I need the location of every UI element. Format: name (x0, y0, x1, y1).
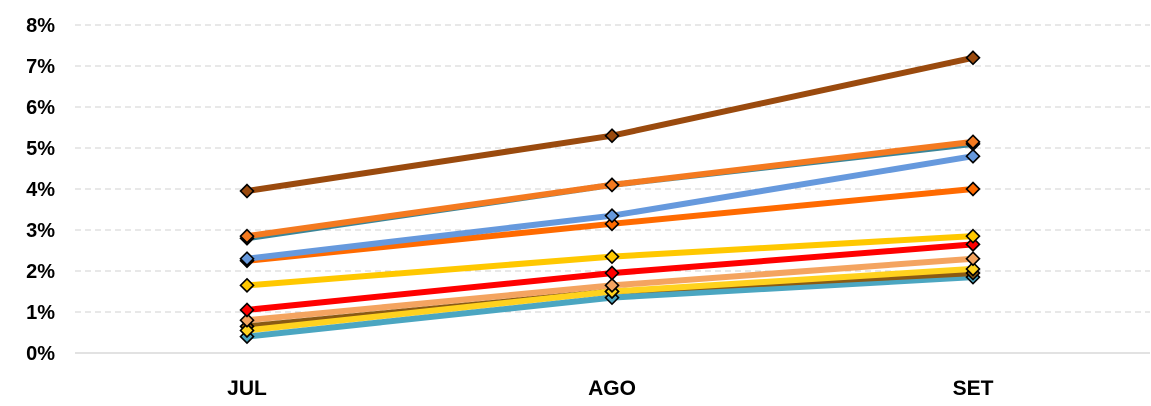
y-tick-label: 8% (26, 15, 55, 37)
data-point-marker (965, 236, 981, 252)
y-tick-label: 0% (26, 343, 55, 365)
data-point-marker (965, 181, 981, 197)
y-tick-label: 5% (26, 138, 55, 160)
x-category-label: SET (953, 377, 994, 400)
data-point-marker (239, 302, 255, 318)
data-point-marker (239, 322, 255, 339)
series-line-1 (244, 54, 976, 194)
y-tick-label: 4% (26, 179, 55, 201)
y-tick-label: 3% (26, 220, 55, 242)
data-point-marker (965, 228, 981, 244)
data-point-marker (604, 277, 620, 293)
data-point-marker (239, 277, 255, 293)
data-point-marker (604, 128, 620, 144)
data-point-marker (604, 249, 620, 265)
y-tick-label: 7% (26, 56, 55, 78)
data-point-marker (239, 312, 255, 328)
x-category-label: AGO (588, 377, 636, 400)
y-axis-tick-labels: 0% 1% 2% 3% 4% 5% 6% 7% 8% (26, 15, 55, 365)
data-point-marker (239, 251, 255, 267)
y-tick-label: 6% (26, 97, 55, 119)
data-point-marker (604, 216, 620, 232)
y-tick-label: 2% (26, 261, 55, 283)
data-point-marker (965, 251, 981, 267)
data-point-marker (604, 177, 620, 193)
data-point-marker (965, 261, 981, 277)
data-point-marker (965, 134, 981, 150)
data-point-marker (239, 183, 255, 199)
data-point-marker (965, 50, 981, 66)
y-tick-label: 1% (26, 302, 55, 324)
data-point-marker (239, 228, 255, 244)
series-markers (239, 50, 981, 345)
data-point-marker (604, 265, 620, 281)
x-axis-category-labels: JUL AGO SET (227, 377, 993, 400)
data-point-marker (965, 148, 981, 164)
x-category-label: JUL (227, 377, 267, 400)
data-point-marker (604, 208, 620, 224)
